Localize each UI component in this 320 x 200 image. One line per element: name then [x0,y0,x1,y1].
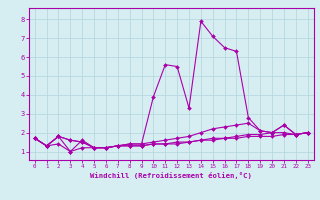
X-axis label: Windchill (Refroidissement éolien,°C): Windchill (Refroidissement éolien,°C) [90,172,252,179]
